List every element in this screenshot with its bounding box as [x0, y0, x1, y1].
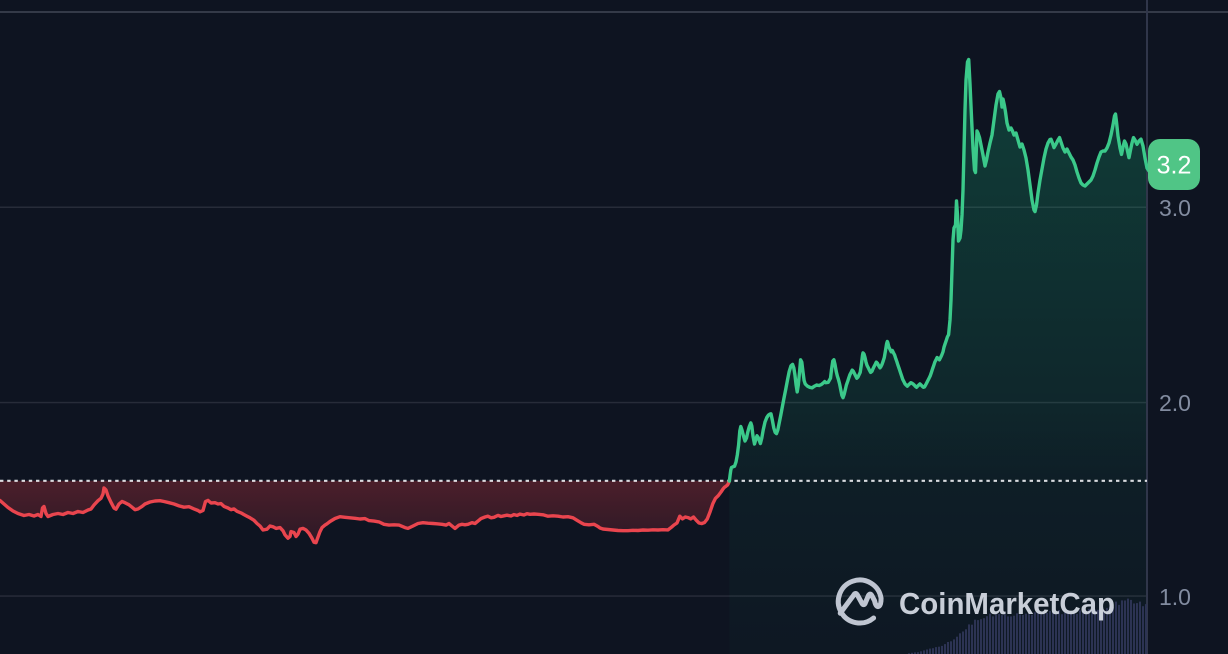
svg-text:CoinMarketCap: CoinMarketCap	[899, 587, 1115, 621]
svg-text:2.0: 2.0	[1159, 390, 1191, 416]
svg-text:3.0: 3.0	[1159, 195, 1191, 221]
svg-text:3.2: 3.2	[1157, 152, 1192, 180]
svg-text:1.0: 1.0	[1159, 584, 1191, 610]
